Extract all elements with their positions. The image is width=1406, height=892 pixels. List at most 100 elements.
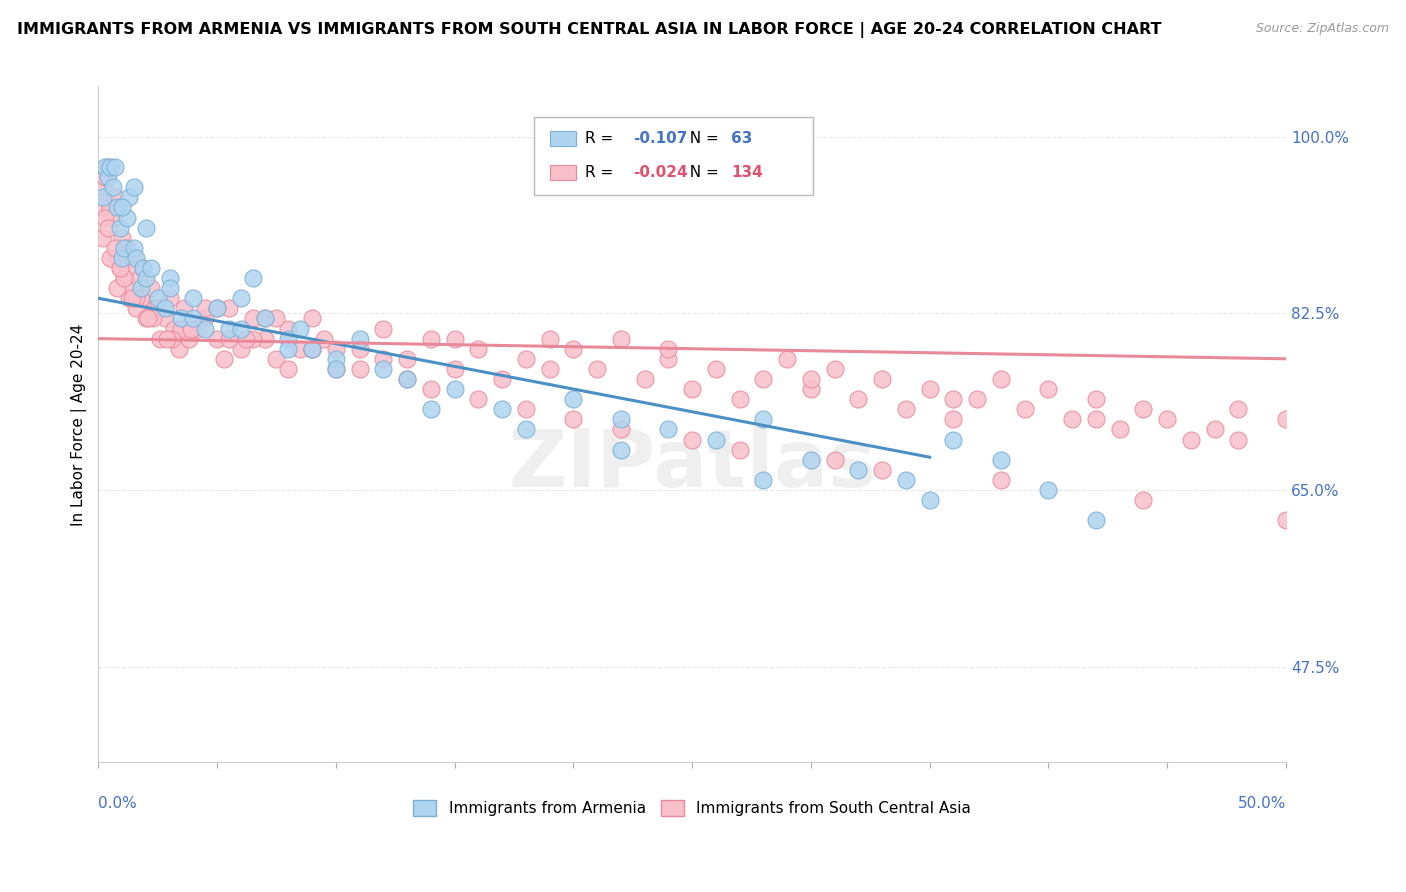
Point xyxy=(1038,382,1060,396)
Point xyxy=(312,332,335,346)
Point xyxy=(419,332,441,346)
Point xyxy=(94,211,117,225)
Point xyxy=(229,321,252,335)
Point xyxy=(373,351,395,366)
Point xyxy=(325,342,347,356)
Point xyxy=(894,473,917,487)
Point xyxy=(97,170,120,185)
Point xyxy=(153,301,176,316)
Point xyxy=(229,342,252,356)
Point xyxy=(153,311,176,326)
Point xyxy=(253,311,276,326)
Point xyxy=(128,271,150,285)
Point xyxy=(173,301,195,316)
Point xyxy=(108,260,131,275)
Point xyxy=(562,412,585,426)
Point xyxy=(824,452,846,467)
Point xyxy=(942,433,965,447)
Point xyxy=(253,332,276,346)
Point xyxy=(205,332,228,346)
Point xyxy=(97,160,120,174)
Point xyxy=(800,372,823,386)
Point xyxy=(129,291,152,305)
Point xyxy=(301,342,323,356)
Point xyxy=(121,281,143,295)
Point xyxy=(266,311,288,326)
Text: 134: 134 xyxy=(731,165,763,179)
Point xyxy=(91,231,114,245)
Point xyxy=(122,241,145,255)
Text: 63: 63 xyxy=(731,131,752,146)
Text: 50.0%: 50.0% xyxy=(1237,797,1286,811)
Point xyxy=(98,201,121,215)
Point xyxy=(704,362,727,376)
Point xyxy=(681,433,703,447)
Point xyxy=(97,220,120,235)
Point xyxy=(419,402,441,417)
Point xyxy=(325,362,347,376)
Point xyxy=(235,332,257,346)
Point xyxy=(242,332,264,346)
Text: Source: ZipAtlas.com: Source: ZipAtlas.com xyxy=(1256,22,1389,36)
Point xyxy=(180,321,202,335)
Point xyxy=(870,372,893,386)
Point xyxy=(135,220,157,235)
Point xyxy=(325,362,347,376)
Point xyxy=(183,321,205,335)
Point xyxy=(918,382,941,396)
Point xyxy=(101,180,124,194)
Point xyxy=(301,342,323,356)
Point xyxy=(301,342,323,356)
Point xyxy=(94,160,117,174)
Point xyxy=(125,291,148,305)
Point xyxy=(187,321,209,335)
Point xyxy=(135,311,157,326)
Point xyxy=(218,321,240,335)
Legend: Immigrants from Armenia, Immigrants from South Central Asia: Immigrants from Armenia, Immigrants from… xyxy=(408,794,977,822)
Point xyxy=(194,301,217,316)
Point xyxy=(98,251,121,265)
Point xyxy=(118,190,141,204)
Point xyxy=(942,392,965,407)
Point xyxy=(349,332,371,346)
Point xyxy=(824,362,846,376)
Point xyxy=(194,311,217,326)
Point xyxy=(111,231,134,245)
Point xyxy=(515,402,537,417)
Point xyxy=(1275,412,1298,426)
Point xyxy=(266,351,288,366)
Point xyxy=(277,332,299,346)
Point xyxy=(752,412,775,426)
Point xyxy=(170,321,193,335)
Point xyxy=(104,190,127,204)
Text: 0.0%: 0.0% xyxy=(98,797,138,811)
Point xyxy=(125,251,148,265)
Point xyxy=(183,291,205,305)
Point xyxy=(194,321,217,335)
Point xyxy=(657,351,679,366)
Point xyxy=(396,372,419,386)
Point xyxy=(752,372,775,386)
Point xyxy=(159,291,181,305)
Point xyxy=(657,422,679,436)
Text: -0.107: -0.107 xyxy=(633,131,688,146)
Point xyxy=(108,260,131,275)
Point xyxy=(142,311,165,326)
Point xyxy=(419,382,441,396)
Point xyxy=(800,452,823,467)
Point xyxy=(212,351,235,366)
Point xyxy=(1227,433,1250,447)
Text: N =: N = xyxy=(681,165,724,179)
Point xyxy=(1084,513,1107,527)
Point xyxy=(752,473,775,487)
Point xyxy=(170,311,193,326)
Point xyxy=(491,372,513,386)
Point xyxy=(349,362,371,376)
Point xyxy=(301,311,323,326)
Point xyxy=(98,160,121,174)
Point xyxy=(1275,513,1298,527)
Point xyxy=(396,372,419,386)
Point xyxy=(1108,422,1130,436)
Point xyxy=(218,332,240,346)
Point xyxy=(91,180,114,194)
